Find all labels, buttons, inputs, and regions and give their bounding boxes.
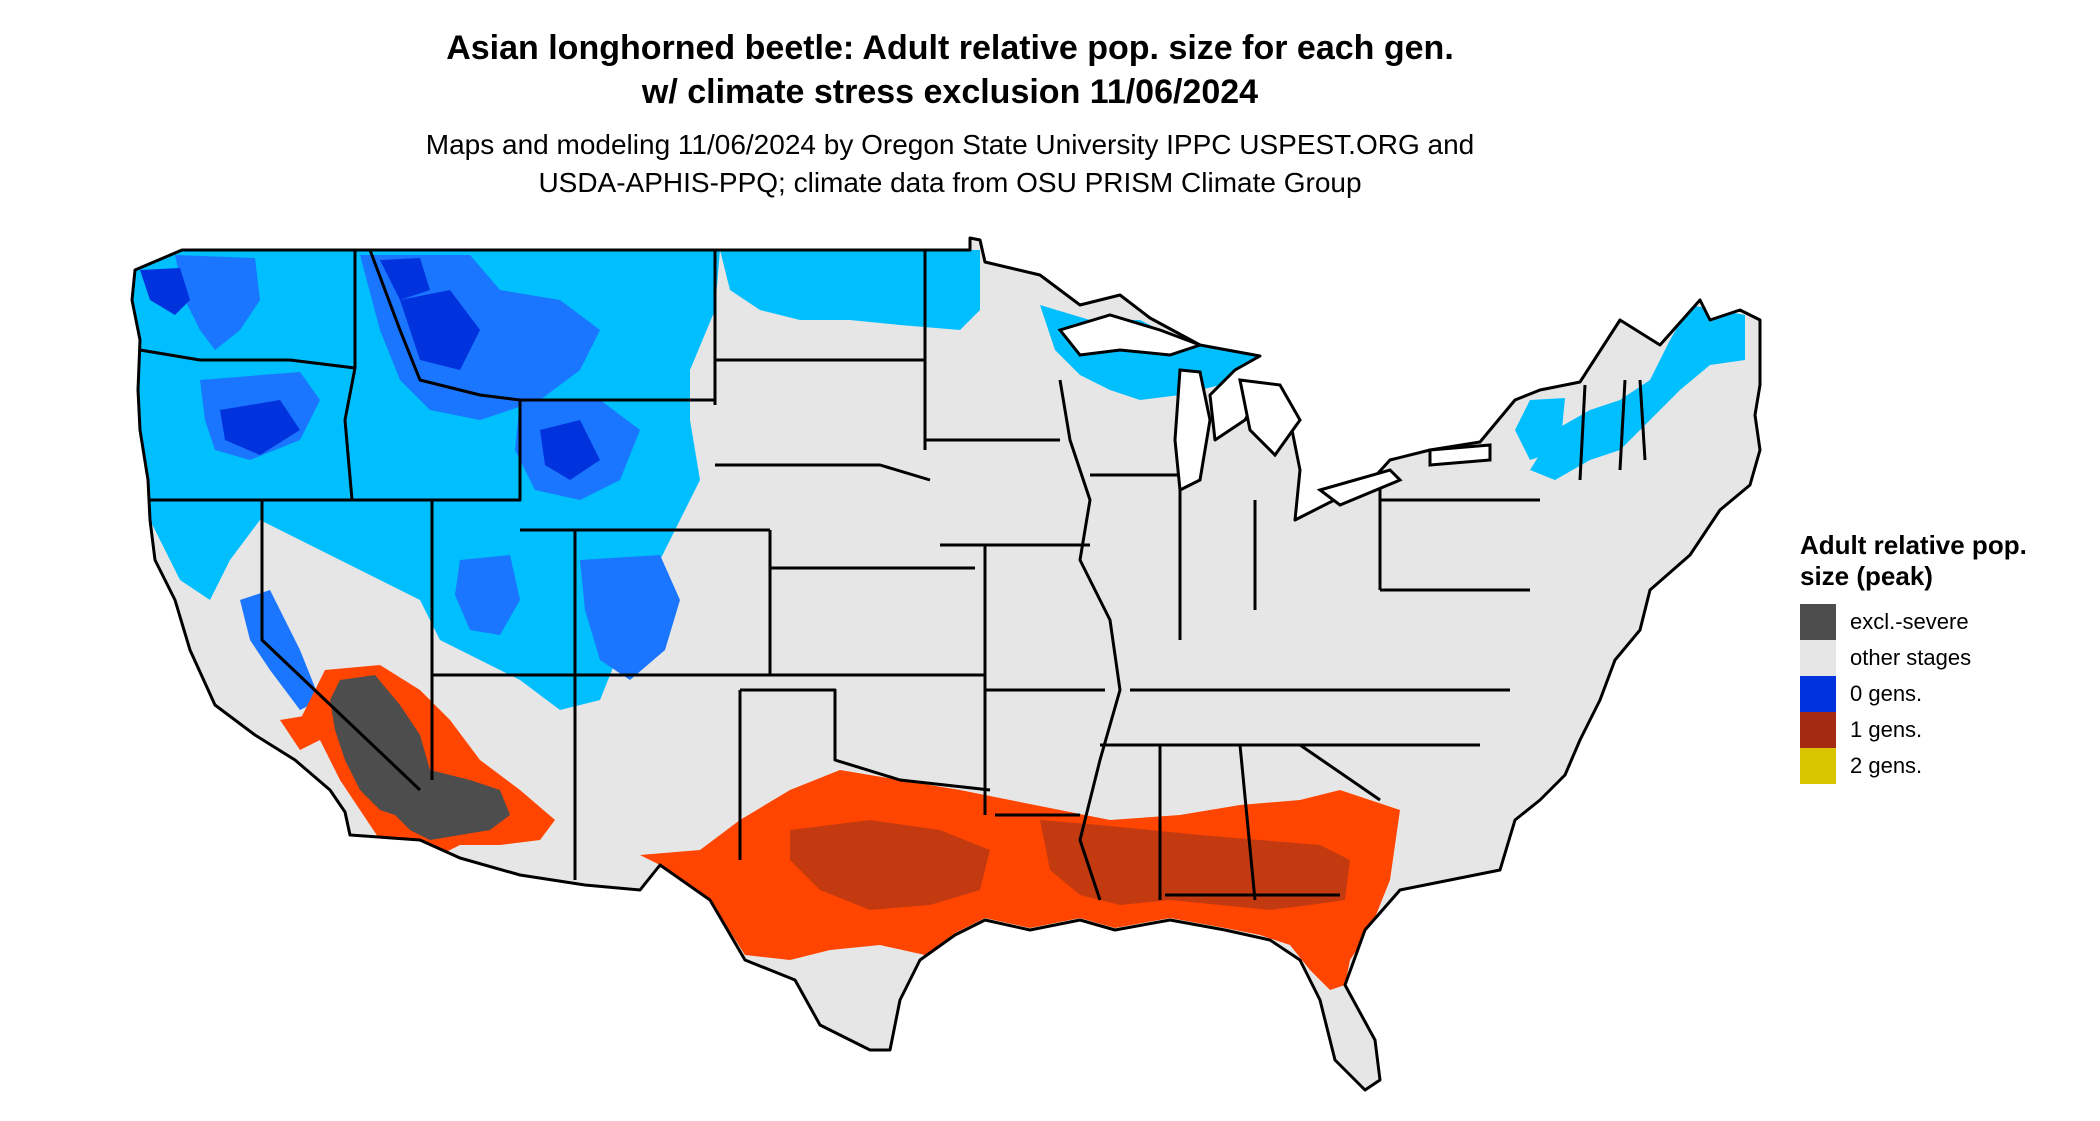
zero-gens-dark-tetons [540, 420, 600, 480]
legend-swatch [1800, 748, 1836, 784]
map-subtitle-line-2: USDA-APHIS-PPQ; climate data from OSU PR… [538, 167, 1362, 198]
one-gen-zone-socal [280, 715, 320, 750]
zero-gens-zone-utah [455, 555, 520, 635]
map-title-line-2: w/ climate stress exclusion 11/06/2024 [641, 73, 1259, 111]
lake-erie [1316, 468, 1403, 507]
boundary-mississippi [1058, 379, 1122, 901]
one-gen-zone-texas-core [790, 820, 990, 910]
legend-label: 2 gens. [1850, 753, 1923, 778]
boundary-id-west [343, 250, 357, 501]
boundary-al-ga [1238, 744, 1257, 901]
legend-label: excl.-severe [1850, 609, 1969, 634]
boundary-id-ut [352, 400, 522, 502]
state-boundaries [130, 236, 1762, 1092]
map-title-line-1: Asian longhorned beetle: Adult relative … [446, 29, 1454, 67]
legend-item-excluded-severe: excl.-severe [1800, 604, 2090, 640]
zero-gens-zone-sierra [240, 590, 320, 710]
zero-gens-zone-upstate-ny [1515, 398, 1565, 460]
lake-huron [1238, 378, 1302, 458]
map-subtitle-line-1: Maps and modeling 11/06/2024 by Oregon S… [425, 129, 1475, 160]
great-lakes [1057, 313, 1492, 507]
boundary-ok-tx [740, 688, 991, 792]
boundary-id-mt [368, 249, 521, 402]
boundary-nh-me [1638, 379, 1647, 461]
legend-item-other-stages: other stages [1800, 640, 2090, 676]
boundary-vt-nh [1618, 379, 1627, 471]
lake-superior [1057, 313, 1205, 357]
legend-label: 1 gens. [1850, 717, 1923, 742]
boundary-ny-vt [1578, 384, 1587, 481]
zero-gens-dark-montana [380, 258, 430, 300]
zero-gens-dark-olympics [140, 268, 190, 315]
one-gen-zone-lower-miss [1040, 820, 1350, 910]
boundary-ga-sc [1299, 743, 1381, 802]
legend-swatch [1800, 640, 1836, 676]
legend-item-two-gens: 2 gens. [1800, 748, 2090, 784]
boundary-wa-or [139, 348, 356, 370]
zero-gens-zone-cascades [175, 255, 260, 350]
boundary-sd-ne [715, 463, 931, 482]
legend-item-zero-gens: 0 gens. [1800, 676, 2090, 712]
legend-swatch [1800, 676, 1836, 712]
legend-swatch [1800, 712, 1836, 748]
map-legend: Adult relative pop. size (peak) excl.-se… [1800, 530, 2090, 784]
zero-gens-dark-idaho [400, 290, 480, 370]
zero-gens-zone-colorado [580, 555, 680, 680]
legend-label: 0 gens. [1850, 681, 1923, 706]
legend-title: Adult relative pop. size (peak) [1800, 530, 2027, 591]
boundary-ca-nv [260, 500, 422, 792]
lake-ontario [1428, 443, 1492, 467]
legend-items: excl.-severe other stages 0 gens. 1 gens… [1800, 604, 2090, 784]
legend-label: other stages [1850, 645, 1972, 670]
legend-item-one-gen: 1 gens. [1800, 712, 2090, 748]
zero-gens-dark-oregon [220, 400, 300, 455]
zero-gens-zone-north-central [720, 250, 980, 330]
lake-michigan [1173, 368, 1212, 493]
legend-swatch [1800, 604, 1836, 640]
excluded-severe-zone [330, 675, 510, 840]
